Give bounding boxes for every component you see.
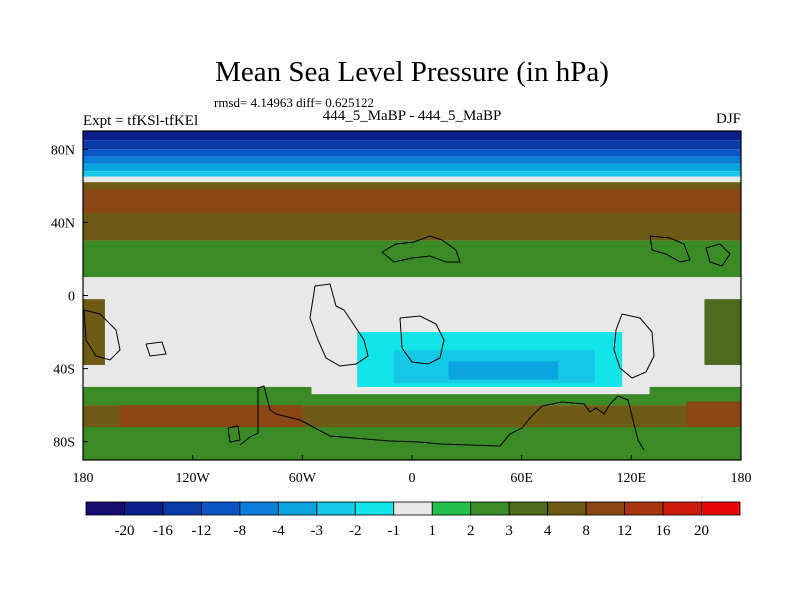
colorbar-box-11 bbox=[508, 501, 549, 516]
field-region-13 bbox=[119, 405, 303, 428]
west-pacific-coastline bbox=[83, 309, 121, 361]
colorbar-box-5 bbox=[277, 501, 318, 516]
x-tick-label-0: 180 bbox=[73, 471, 94, 486]
chart-title: Mean Sea Level Pressure (in hPa) bbox=[215, 56, 609, 88]
south-america-coastline bbox=[309, 283, 369, 367]
comparison-label: 444_5_MaBP - 444_5_MaBP bbox=[323, 108, 502, 124]
australia-coastline bbox=[613, 313, 655, 379]
colorbar-label-15: 20 bbox=[694, 523, 709, 539]
colorbar-box-3 bbox=[201, 501, 241, 516]
colorbar-box-7 bbox=[354, 501, 395, 516]
colorbar-box-13 bbox=[585, 501, 625, 516]
stats-label: rmsd= 4.14963 diff= 0.625122 bbox=[214, 95, 374, 110]
field-region-16 bbox=[83, 189, 741, 214]
colorbar-box-0 bbox=[85, 501, 125, 516]
colorbar-box-6 bbox=[316, 501, 356, 516]
colorbar-box-12 bbox=[547, 501, 587, 516]
y-tick-label-3: 40S bbox=[53, 363, 75, 378]
field-region-18 bbox=[704, 299, 741, 365]
colorbar-label-14: 16 bbox=[656, 523, 672, 539]
x-tick-label-3: 0 bbox=[409, 471, 416, 486]
colorbar-box-10 bbox=[470, 501, 510, 516]
y-tick-label-4: 80S bbox=[53, 436, 75, 451]
field-region-15 bbox=[83, 427, 741, 460]
colorbar-label-9: 2 bbox=[467, 523, 475, 539]
colorbar-label-10: 3 bbox=[505, 523, 513, 539]
season-label: DJF bbox=[716, 111, 741, 127]
colorbar-label-1: -16 bbox=[153, 523, 173, 539]
north-landmass-coastline bbox=[381, 235, 461, 263]
colorbar-label-2: -12 bbox=[191, 523, 211, 539]
east-islands-coastline bbox=[705, 243, 731, 267]
x-tick-label-1: 120W bbox=[176, 471, 211, 486]
x-tick-label-4: 60E bbox=[510, 471, 533, 486]
field-region-5 bbox=[83, 171, 741, 177]
field-region-0 bbox=[83, 131, 741, 141]
colorbar-label-11: 4 bbox=[544, 523, 552, 539]
antarctica-coastline bbox=[239, 385, 645, 451]
y-axis: 80N 40N 0 40S 80S bbox=[51, 143, 88, 451]
coastline-layer bbox=[83, 235, 731, 451]
field-region-22 bbox=[448, 361, 559, 380]
colorbar-label-13: 12 bbox=[617, 523, 632, 539]
experiment-label: Expt = tfKSl-tfKEl bbox=[83, 113, 198, 129]
map-field-layer bbox=[83, 131, 741, 460]
field-region-2 bbox=[83, 149, 741, 157]
west-islands-coastline bbox=[145, 341, 167, 357]
colorbar-box-1 bbox=[124, 501, 164, 516]
colorbar-box-9 bbox=[431, 501, 472, 516]
field-region-17 bbox=[83, 299, 105, 365]
colorbar-label-5: -3 bbox=[311, 523, 324, 539]
colorbar-label-4: -4 bbox=[272, 523, 285, 539]
east-coastline bbox=[649, 235, 691, 263]
y-tick-label-1: 40N bbox=[51, 216, 75, 231]
africa-coastline bbox=[399, 315, 445, 365]
y-tick-label-2: 0 bbox=[68, 290, 75, 305]
colorbar-label-0: -20 bbox=[114, 523, 134, 539]
x-tick-label-6: 180 bbox=[731, 471, 752, 486]
colorbar-box-8 bbox=[393, 501, 433, 516]
colorbar-label-3: -8 bbox=[234, 523, 247, 539]
x-tick-label-5: 120E bbox=[617, 471, 647, 486]
colorbar-label-7: -1 bbox=[388, 523, 401, 539]
field-region-4 bbox=[83, 163, 741, 172]
field-region-6 bbox=[83, 176, 741, 183]
colorbar-box-2 bbox=[162, 501, 202, 516]
x-axis: 180 120W 60W 0 60E 120E 180 bbox=[73, 455, 752, 486]
colorbar-box-14 bbox=[624, 501, 664, 516]
isthmus-coastline bbox=[227, 425, 241, 443]
field-region-1 bbox=[83, 140, 741, 150]
colorbar-label-6: -2 bbox=[349, 523, 362, 539]
x-tick-label-2: 60W bbox=[289, 471, 317, 486]
colorbar-box-16 bbox=[701, 501, 741, 516]
colorbar-label-12: 8 bbox=[582, 523, 590, 539]
field-region-9 bbox=[83, 240, 741, 278]
colorbar-box-4 bbox=[239, 501, 279, 516]
colorbar-label-8: 1 bbox=[428, 523, 436, 539]
y-tick-label-0: 80N bbox=[51, 143, 75, 158]
colorbar-box-15 bbox=[662, 501, 702, 516]
field-region-3 bbox=[83, 156, 741, 164]
colorbar: -20 -16 -12 -8 -4 -3 -2 -1 1 2 3 4 8 12 16 20 bbox=[85, 501, 741, 539]
field-region-7 bbox=[83, 182, 741, 190]
